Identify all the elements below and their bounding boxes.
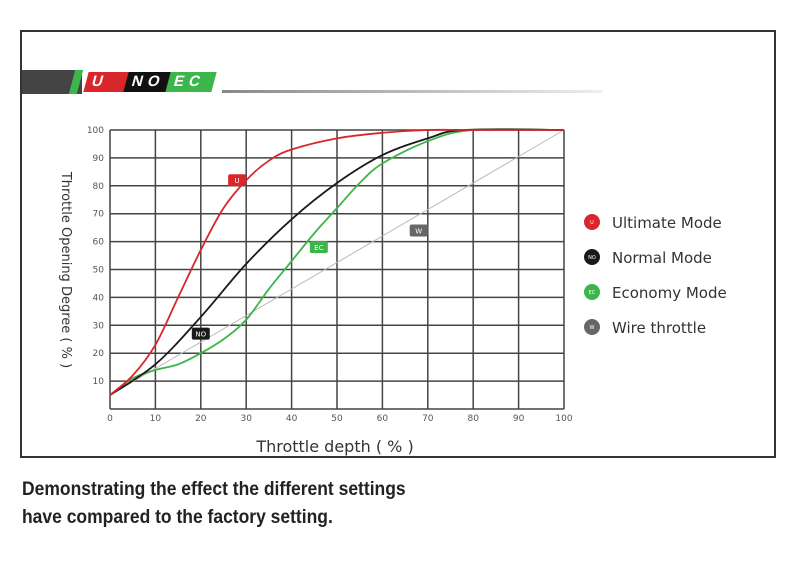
x-tick-label: 100 xyxy=(555,414,572,424)
legend-marker xyxy=(584,249,600,265)
series-line-economy-mode xyxy=(109,128,565,396)
y-tick-label: 10 xyxy=(93,377,105,387)
caption: Demonstrating the effect the different s… xyxy=(22,476,406,532)
legend-marker-label: NO xyxy=(588,255,596,261)
legend-label: Normal Mode xyxy=(612,249,712,267)
legend-marker xyxy=(584,319,600,335)
series-line-normal-mode xyxy=(109,128,565,396)
series-badge xyxy=(228,174,247,187)
series-badge-label: NO xyxy=(195,331,206,339)
legend-label: Economy Mode xyxy=(612,284,727,302)
x-tick-label: 40 xyxy=(286,414,298,424)
y-tick-label: 60 xyxy=(93,238,105,248)
legend-marker-label: EC xyxy=(589,290,596,296)
y-tick-label: 90 xyxy=(93,154,105,164)
y-tick-label: 100 xyxy=(87,126,104,136)
x-tick-label: 0 xyxy=(107,414,113,424)
banner-line xyxy=(222,90,602,93)
series-badge-label: W xyxy=(415,227,422,235)
chart-frame xyxy=(20,30,776,458)
x-tick-label: 50 xyxy=(331,414,343,424)
x-tick-label: 90 xyxy=(513,414,525,424)
y-tick-label: 50 xyxy=(93,266,105,276)
series-badge-label: EC xyxy=(314,244,323,252)
legend-marker xyxy=(584,284,600,300)
legend-marker-label: W xyxy=(590,325,595,331)
y-tick-label: 40 xyxy=(93,293,105,303)
x-tick-label: 70 xyxy=(422,414,434,424)
caption-line-1: Demonstrating the effect the different s… xyxy=(22,479,406,500)
legend-label: Ultimate Mode xyxy=(612,214,722,232)
series-badge xyxy=(409,224,428,237)
caption-line-2: have compared to the factory setting. xyxy=(22,507,333,528)
y-tick-label: 70 xyxy=(93,210,105,220)
legend-marker xyxy=(584,214,600,230)
series-badge xyxy=(191,327,210,340)
series-line-ultimate-mode xyxy=(109,128,564,396)
x-axis-label: Throttle depth ( % ) xyxy=(255,437,413,456)
x-tick-label: 80 xyxy=(467,414,479,424)
y-tick-label: 20 xyxy=(93,349,105,359)
series-badge-label: U xyxy=(235,177,240,185)
mode-banner: U NO EC xyxy=(22,70,602,94)
y-tick-label: 30 xyxy=(93,321,105,331)
x-tick-label: 20 xyxy=(195,414,207,424)
legend-label: Wire throttle xyxy=(612,319,706,337)
y-axis-label: Throttle Opening Degree ( % ) xyxy=(58,171,73,368)
y-tick-label: 80 xyxy=(93,182,105,192)
x-tick-label: 10 xyxy=(150,414,162,424)
series-badge xyxy=(309,241,328,254)
x-tick-label: 30 xyxy=(240,414,252,424)
x-tick-label: 60 xyxy=(377,414,389,424)
legend-marker-label: U xyxy=(590,220,594,226)
